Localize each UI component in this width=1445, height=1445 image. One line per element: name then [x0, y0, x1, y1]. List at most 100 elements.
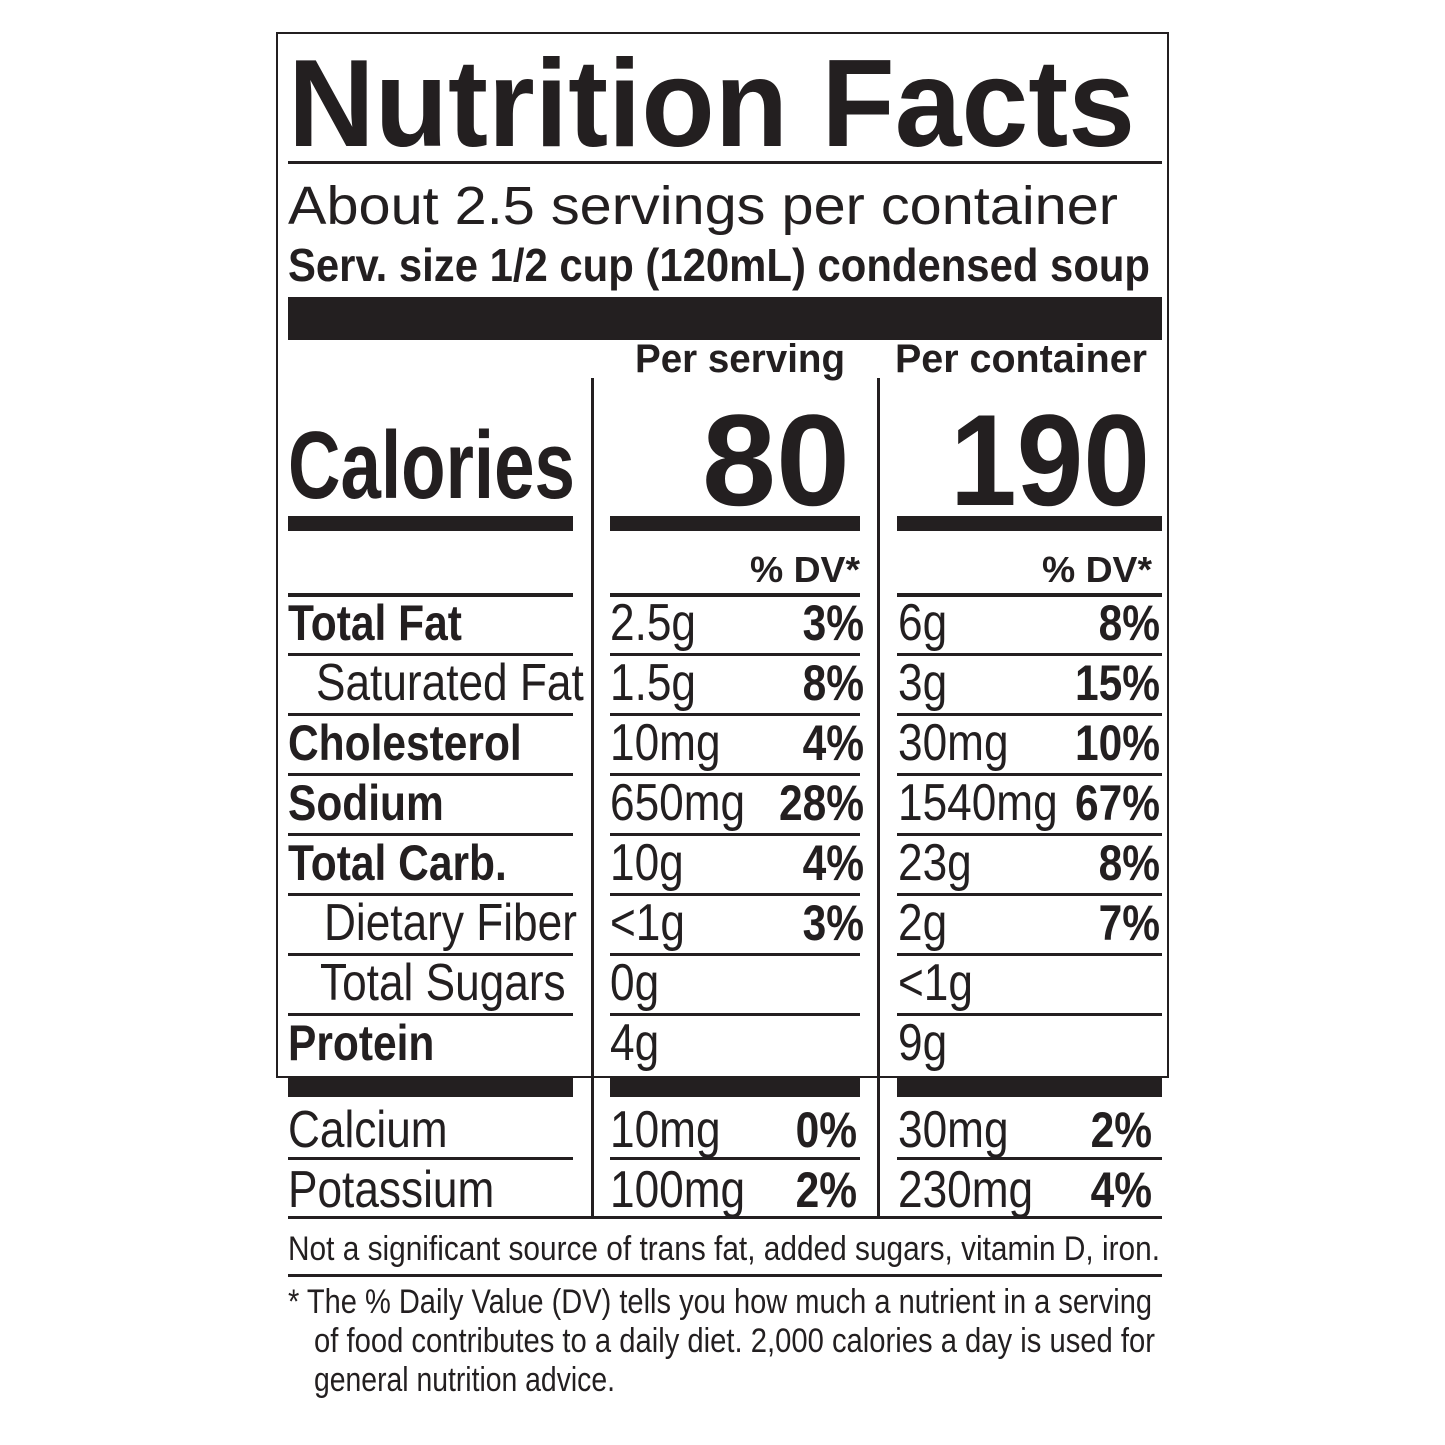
- row-rule: [897, 953, 1162, 956]
- thick-bar: [288, 297, 1162, 340]
- serving-dv: 3%: [803, 595, 864, 651]
- row-rule: [610, 593, 860, 597]
- serving-dv: 2%: [796, 1162, 857, 1218]
- column-divider: [877, 378, 880, 1218]
- nutrient-label: Cholesterol: [288, 715, 522, 771]
- row-rule: [610, 653, 860, 656]
- nutrient-label: Protein: [288, 1015, 434, 1071]
- row-rule: [897, 893, 1162, 896]
- calories-per-container: 190: [950, 387, 1150, 533]
- rule: [288, 1274, 1162, 1277]
- serving-amount: 4g: [610, 1014, 659, 1072]
- title-rule: [288, 161, 1162, 164]
- container-amount: 230mg: [898, 1161, 1033, 1219]
- row-rule: [288, 1157, 573, 1160]
- serving-dv: 28%: [779, 775, 864, 831]
- nutrient-row: Protein 4g 9g: [288, 1014, 947, 1072]
- container-amount: 23g: [898, 834, 972, 892]
- container-amount: 3g: [898, 654, 947, 712]
- mineral-row: Potassium 100mg 2% 230mg 4%: [288, 1161, 1152, 1219]
- container-dv: 8%: [1099, 595, 1160, 651]
- serving-amount: 100mg: [610, 1161, 745, 1219]
- mineral-label: Potassium: [288, 1161, 494, 1219]
- container-amount: 30mg: [898, 714, 1009, 772]
- container-amount: 1540mg: [898, 774, 1058, 832]
- container-dv: 15%: [1075, 655, 1160, 711]
- label-border: [276, 32, 1169, 1078]
- dv-header-container: % DV*: [1042, 549, 1152, 590]
- row-rule: [288, 653, 573, 656]
- row-rule: [897, 713, 1162, 716]
- container-amount: <1g: [898, 954, 973, 1012]
- dv-header-serving: % DV*: [750, 549, 860, 590]
- not-significant-note: Not a significant source of trans fat, a…: [288, 1230, 1160, 1268]
- container-dv: 8%: [1099, 835, 1160, 891]
- mineral-row: Calcium 10mg 0% 30mg 2%: [288, 1101, 1162, 1160]
- row-rule: [288, 773, 573, 776]
- row-rule: [897, 773, 1162, 776]
- row-rule: [610, 773, 860, 776]
- thick-bar: [897, 1078, 1162, 1097]
- row-rule: [288, 593, 573, 597]
- nutrient-row: Total Carb. 10g 4% 23g 8%: [288, 834, 1162, 896]
- serving-amount: <1g: [610, 894, 685, 952]
- container-amount: 6g: [898, 594, 947, 652]
- title: Nutrition Facts: [288, 35, 1135, 173]
- row-rule: [610, 1013, 860, 1016]
- row-rule: [288, 953, 573, 956]
- per-container-header: Per container: [895, 337, 1147, 381]
- row-rule: [897, 1157, 1162, 1160]
- serving-dv: 4%: [803, 715, 864, 771]
- row-rule: [288, 1013, 573, 1016]
- footnote-line: of food contributes to a daily diet. 2,0…: [314, 1322, 1155, 1360]
- container-dv: 10%: [1075, 715, 1160, 771]
- nutrient-label: Total Sugars: [320, 954, 566, 1012]
- container-amount: 2g: [898, 894, 947, 952]
- mineral-label: Calcium: [288, 1101, 448, 1159]
- serving-dv: 4%: [803, 835, 864, 891]
- container-dv: 67%: [1075, 775, 1160, 831]
- container-amount: 30mg: [898, 1101, 1009, 1159]
- column-divider: [591, 378, 594, 1218]
- calories-per-serving: 80: [702, 387, 850, 533]
- serving-amount: 10g: [610, 834, 684, 892]
- serving-dv: 0%: [796, 1102, 857, 1158]
- thick-bar: [897, 516, 1162, 531]
- row-rule: [610, 833, 860, 836]
- nutrient-row: Saturated Fat 1.5g 8% 3g 15%: [288, 654, 1162, 716]
- container-dv: 7%: [1099, 895, 1160, 951]
- calories-label: Calories: [288, 412, 575, 519]
- serving-amount: 2.5g: [610, 594, 696, 652]
- nutrient-row: Cholesterol 10mg 4% 30mg 10%: [288, 714, 1162, 776]
- row-rule: [897, 1013, 1162, 1016]
- serving-size: Serv. size 1/2 cup (120mL) condensed sou…: [288, 239, 1150, 291]
- serving-amount: 1.5g: [610, 654, 696, 712]
- nutrient-row: Dietary Fiber <1g 3% 2g 7%: [288, 894, 1162, 956]
- footnote-line: * The % Daily Value (DV) tells you how m…: [288, 1283, 1152, 1321]
- container-dv: 4%: [1091, 1162, 1152, 1218]
- nutrient-row: Total Sugars 0g <1g: [288, 954, 1162, 1016]
- thick-bar: [610, 1078, 860, 1097]
- row-rule: [897, 833, 1162, 836]
- serving-amount: 0g: [610, 954, 659, 1012]
- thick-bar: [610, 516, 860, 531]
- row-rule: [610, 713, 860, 716]
- row-rule: [288, 893, 573, 896]
- row-rule: [610, 1157, 860, 1160]
- row-rule: [897, 653, 1162, 656]
- container-dv: 2%: [1091, 1102, 1152, 1158]
- thick-bar: [288, 516, 573, 531]
- container-amount: 9g: [898, 1014, 947, 1072]
- row-rule: [610, 953, 860, 956]
- nutrient-label: Dietary Fiber: [324, 894, 577, 952]
- serving-dv: 3%: [803, 895, 864, 951]
- nutrient-label: Total Fat: [288, 595, 462, 651]
- serving-amount: 10mg: [610, 714, 721, 772]
- nutrient-label: Total Carb.: [288, 835, 507, 891]
- thick-bar: [288, 1078, 573, 1097]
- row-rule: [897, 593, 1162, 597]
- footnote-line: general nutrition advice.: [314, 1361, 615, 1399]
- serving-amount: 10mg: [610, 1101, 721, 1159]
- serving-amount: 650mg: [610, 774, 745, 832]
